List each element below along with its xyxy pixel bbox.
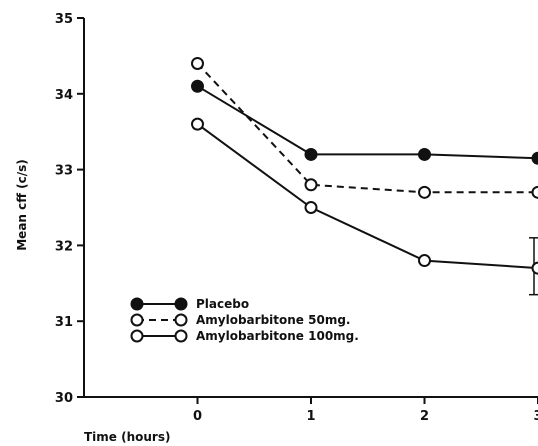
legend-item-3-marker-2 [174,329,188,343]
y-axis-label: Mean cff (c/s) [15,159,29,251]
series-1-point-2 [418,147,431,161]
x-axis-label: Time (hours) [84,430,170,444]
x-tick-label-1: 1 [306,409,315,424]
y-tick-label-31: 31 [55,315,73,330]
series-3-line [196,123,538,270]
series-2-point-2 [418,185,431,199]
series-1-point-3 [531,151,538,165]
x-tick-label-3: 3 [533,409,538,424]
series-2-point-3 [531,185,538,199]
legend-item-3-marker-1 [130,329,144,343]
series-3-point-1 [304,201,318,214]
y-tick-label-34: 34 [55,88,73,103]
series-2 [191,56,538,199]
series-2-line [196,62,538,194]
series-2-point-0 [191,56,204,70]
series-1-point-1 [304,147,318,161]
legend-item-1-marker-1 [130,297,144,311]
legend: Placebo Amylobarbitone 50mg. Amylobarbiton… [130,297,359,343]
legend-item-1-marker-2 [174,297,188,311]
y-axis-ticks: 30 31 32 33 34 35 [55,12,84,406]
plot-series [191,56,538,275]
x-tick-label-2: 2 [420,409,429,424]
series-1-point-0 [191,79,204,93]
series-2-point-1 [304,178,318,192]
y-tick-label-35: 35 [55,12,73,27]
legend-item-3-label: Amylobarbitone 100mg. [196,329,359,343]
series-3-point-0 [191,117,204,131]
legend-item-2: Amylobarbitone 50mg. [130,313,350,327]
legend-item-1-label: Placebo [196,297,249,311]
legend-item-3: Amylobarbitone 100mg. [130,329,359,343]
x-axis-ticks: 0 1 2 3 [193,397,538,424]
legend-item-2-label: Amylobarbitone 50mg. [196,313,350,327]
legend-item-2-marker-2 [174,313,188,327]
legend-item-1: Placebo [130,297,249,311]
y-tick-label-33: 33 [55,164,73,179]
series-1-line [196,85,538,160]
series-3-point-2 [418,254,431,268]
series-3 [191,117,538,275]
y-tick-label-30: 30 [55,391,73,406]
legend-item-2-marker-1 [130,313,144,327]
series-3-point-3 [531,261,538,275]
y-tick-label-32: 32 [55,239,73,254]
x-tick-label-0: 0 [193,409,202,424]
series-1 [191,79,538,165]
